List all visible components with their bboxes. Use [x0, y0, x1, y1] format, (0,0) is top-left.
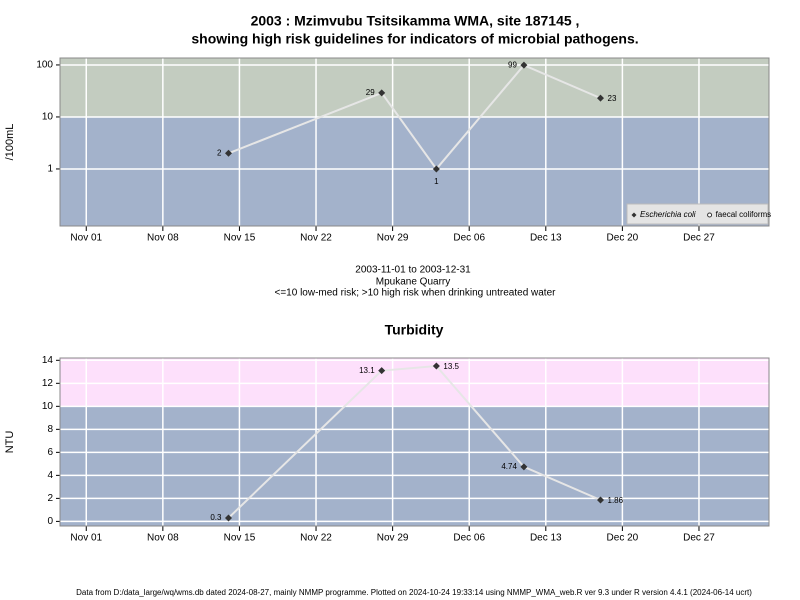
high-risk-band: [60, 358, 769, 407]
y-tick-label: 12: [42, 378, 54, 389]
x-tick-label: Nov 22: [300, 533, 332, 544]
y-axis-label: /100mL: [4, 124, 16, 161]
data-label: 13.1: [359, 366, 375, 375]
x-tick-label: Dec 20: [607, 233, 639, 244]
x-tick-label: Dec 06: [453, 233, 485, 244]
low-risk-band: [60, 406, 769, 526]
data-label: 2: [217, 148, 222, 157]
chart-title: Turbidity: [385, 322, 444, 338]
data-point: [378, 367, 386, 375]
legend-label: faecal coliforms: [716, 210, 772, 219]
caption: <=10 low-med risk; >10 high risk when dr…: [275, 288, 557, 299]
plot-frame: [59, 57, 770, 227]
plot-frame: [59, 357, 770, 527]
y-tick-label: 4: [47, 470, 53, 481]
y-tick-label: 14: [42, 355, 54, 366]
x-tick-label: Nov 29: [377, 533, 409, 544]
x-tick-label: Nov 01: [70, 233, 102, 244]
data-point: [432, 362, 440, 370]
y-tick-label: 8: [47, 424, 53, 435]
y-tick-label: 0: [47, 516, 53, 527]
x-tick-label: Nov 01: [70, 533, 102, 544]
x-tick-label: Nov 22: [300, 233, 332, 244]
chart-subtitle: showing high risk guidelines for indicat…: [191, 31, 638, 47]
y-tick-label: 1: [47, 164, 53, 175]
chart-title: 2003 : Mzimvubu Tsitsikamma WMA, site 18…: [251, 13, 580, 29]
x-tick-label: Nov 29: [377, 233, 409, 244]
data-point: [224, 514, 232, 522]
x-tick-label: Dec 13: [530, 233, 562, 244]
data-label: 1: [434, 177, 439, 186]
x-tick-label: Nov 15: [224, 233, 256, 244]
legend-box: [626, 203, 769, 225]
y-tick-label: 100: [36, 60, 53, 71]
y-tick-label: 10: [42, 112, 54, 123]
data-label: 29: [366, 88, 375, 97]
x-tick-label: Nov 08: [147, 233, 179, 244]
y-tick-label: 10: [42, 401, 54, 412]
y-axis-label: NTU: [4, 431, 16, 454]
data-point: [432, 165, 440, 173]
data-label: 23: [608, 94, 617, 103]
x-tick-label: Dec 20: [607, 533, 639, 544]
x-tick-label: Dec 27: [683, 233, 715, 244]
data-label: 4.74: [501, 462, 517, 471]
data-point: [224, 149, 232, 157]
x-tick-label: Nov 08: [147, 533, 179, 544]
x-tick-label: Dec 06: [453, 533, 485, 544]
high-risk-band: [60, 58, 769, 117]
data-point: [597, 496, 605, 504]
data-label: 13.5: [443, 362, 459, 371]
y-tick-label: 2: [47, 493, 53, 504]
x-tick-label: Dec 13: [530, 533, 562, 544]
y-tick-label: 6: [47, 447, 53, 458]
caption: 2003-11-01 to 2003-12-31: [355, 265, 471, 276]
legend-label: Escherichia coli: [640, 210, 696, 219]
data-point: [520, 61, 528, 69]
data-point: [597, 94, 605, 102]
x-tick-label: Dec 27: [683, 533, 715, 544]
data-point: [378, 89, 386, 97]
data-label: 99: [508, 60, 517, 69]
legend-marker: [707, 212, 713, 218]
data-label: 1.86: [608, 496, 624, 505]
caption: Mpukane Quarry: [376, 277, 450, 288]
x-tick-label: Nov 15: [224, 533, 256, 544]
legend-marker: [631, 212, 637, 218]
data-label: 0.3: [210, 513, 222, 522]
data-point: [520, 463, 528, 471]
footer: Data from D:/data_large/wq/wms.db dated …: [76, 588, 752, 597]
